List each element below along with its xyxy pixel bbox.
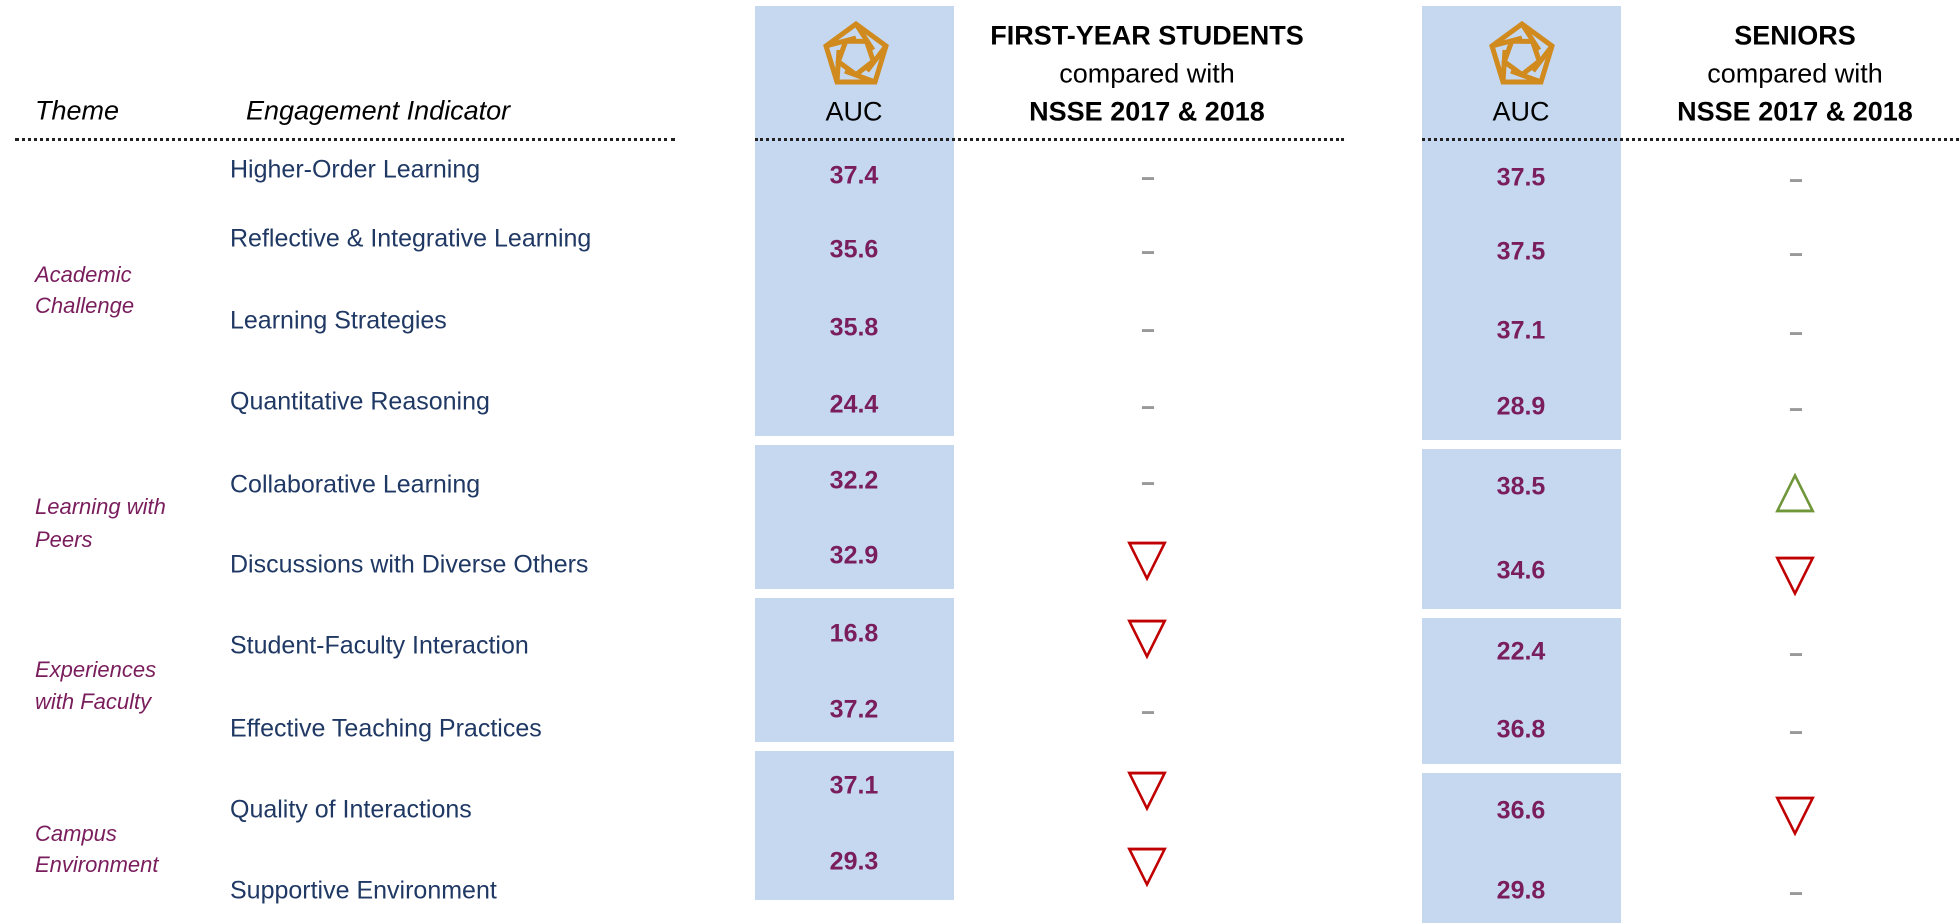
header-theme: Theme (35, 95, 120, 126)
fy-score: 24.4 (829, 390, 879, 419)
theme-label: Campus (35, 821, 117, 846)
indicator-label: Quality of Interactions (230, 795, 472, 824)
sr-score: 34.6 (1496, 556, 1546, 585)
fy-comparison: -- (1141, 238, 1155, 265)
theme-label: Experiences (35, 657, 157, 682)
indicator-label: Higher-Order Learning (230, 155, 481, 184)
theme-label: Challenge (35, 293, 135, 318)
sr-score: 22.4 (1496, 637, 1546, 666)
sr-score: 38.5 (1496, 472, 1546, 501)
sr-score: 37.5 (1496, 163, 1546, 192)
fy-comparison: -- (1141, 316, 1155, 343)
sr-score: 29.8 (1496, 876, 1546, 905)
fy-score: 37.4 (829, 161, 879, 190)
sr-score: 37.1 (1496, 316, 1546, 345)
column-band (755, 6, 954, 436)
sr-score: 36.8 (1496, 715, 1546, 744)
divider (1422, 138, 1959, 141)
sr-comparison: -- (1789, 395, 1803, 422)
fy-comparison: ▽ (1127, 759, 1167, 817)
logo (1489, 20, 1555, 85)
fy-comparison: ▽ (1127, 607, 1167, 665)
fy-score: 32.9 (829, 541, 879, 570)
logo (823, 20, 889, 85)
sr-comparison: -- (1789, 718, 1803, 745)
fy-comparison: -- (1141, 164, 1155, 191)
sr-comparison: -- (1789, 640, 1803, 667)
indicator-label: Learning Strategies (230, 306, 447, 335)
fy-score: 37.1 (829, 771, 879, 800)
column-band (1422, 618, 1621, 764)
institution-label: AUC (825, 96, 883, 127)
theme-label: Learning with (35, 494, 166, 519)
column-band (755, 598, 954, 742)
sr-comparison: -- (1789, 319, 1803, 346)
theme-label: Environment (35, 852, 159, 877)
institution-label: AUC (1492, 96, 1550, 127)
fy-score: 16.8 (829, 619, 879, 648)
fy-score: 35.6 (829, 235, 879, 264)
divider (15, 138, 675, 141)
indicator-label: Collaborative Learning (230, 470, 481, 499)
sr-comparison: ▽ (1775, 544, 1815, 602)
group-title: FIRST-YEAR STUDENTS (990, 20, 1304, 51)
fy-score: 32.2 (829, 466, 879, 495)
group-subtitle: compared with (1059, 58, 1235, 89)
divider (755, 138, 1344, 141)
sr-score: 37.5 (1496, 237, 1546, 266)
sr-score: 28.9 (1496, 392, 1546, 421)
group-subtitle: compared with (1707, 58, 1883, 89)
sr-comparison: -- (1789, 240, 1803, 267)
fy-comparison: ▽ (1127, 529, 1167, 587)
column-band (1422, 773, 1621, 923)
sr-comparison: -- (1789, 166, 1803, 193)
sr-comparison: ▽ (1775, 784, 1815, 842)
indicator-label: Supportive Environment (230, 876, 497, 905)
fy-comparison: -- (1141, 698, 1155, 725)
fy-score: 29.3 (829, 847, 879, 876)
theme-label: with Faculty (35, 689, 152, 714)
column-band (1422, 449, 1621, 609)
indicator-label: Discussions with Diverse Others (230, 550, 589, 579)
sr-comparison: △ (1775, 460, 1815, 518)
group-comparison: NSSE 2017 & 2018 (1029, 96, 1265, 127)
indicator-label: Effective Teaching Practices (230, 714, 542, 743)
indicator-label: Reflective & Integrative Learning (230, 224, 592, 253)
theme-label: Peers (35, 527, 93, 552)
theme-label: Academic (35, 262, 132, 287)
column-band (755, 445, 954, 589)
sr-score: 36.6 (1496, 796, 1546, 825)
fy-comparison: -- (1141, 393, 1155, 420)
fy-comparison: ▽ (1127, 835, 1167, 893)
group-title: SENIORS (1734, 20, 1856, 51)
header-indicator: Engagement Indicator (246, 95, 511, 126)
fy-score: 35.8 (829, 313, 879, 342)
sr-comparison: -- (1789, 879, 1803, 906)
column-band (1422, 6, 1621, 440)
indicator-label: Quantitative Reasoning (230, 387, 490, 416)
fy-score: 37.2 (829, 695, 879, 724)
fy-comparison: -- (1141, 469, 1155, 496)
column-band (755, 751, 954, 900)
indicator-label: Student-Faculty Interaction (230, 631, 529, 660)
group-comparison: NSSE 2017 & 2018 (1677, 96, 1913, 127)
